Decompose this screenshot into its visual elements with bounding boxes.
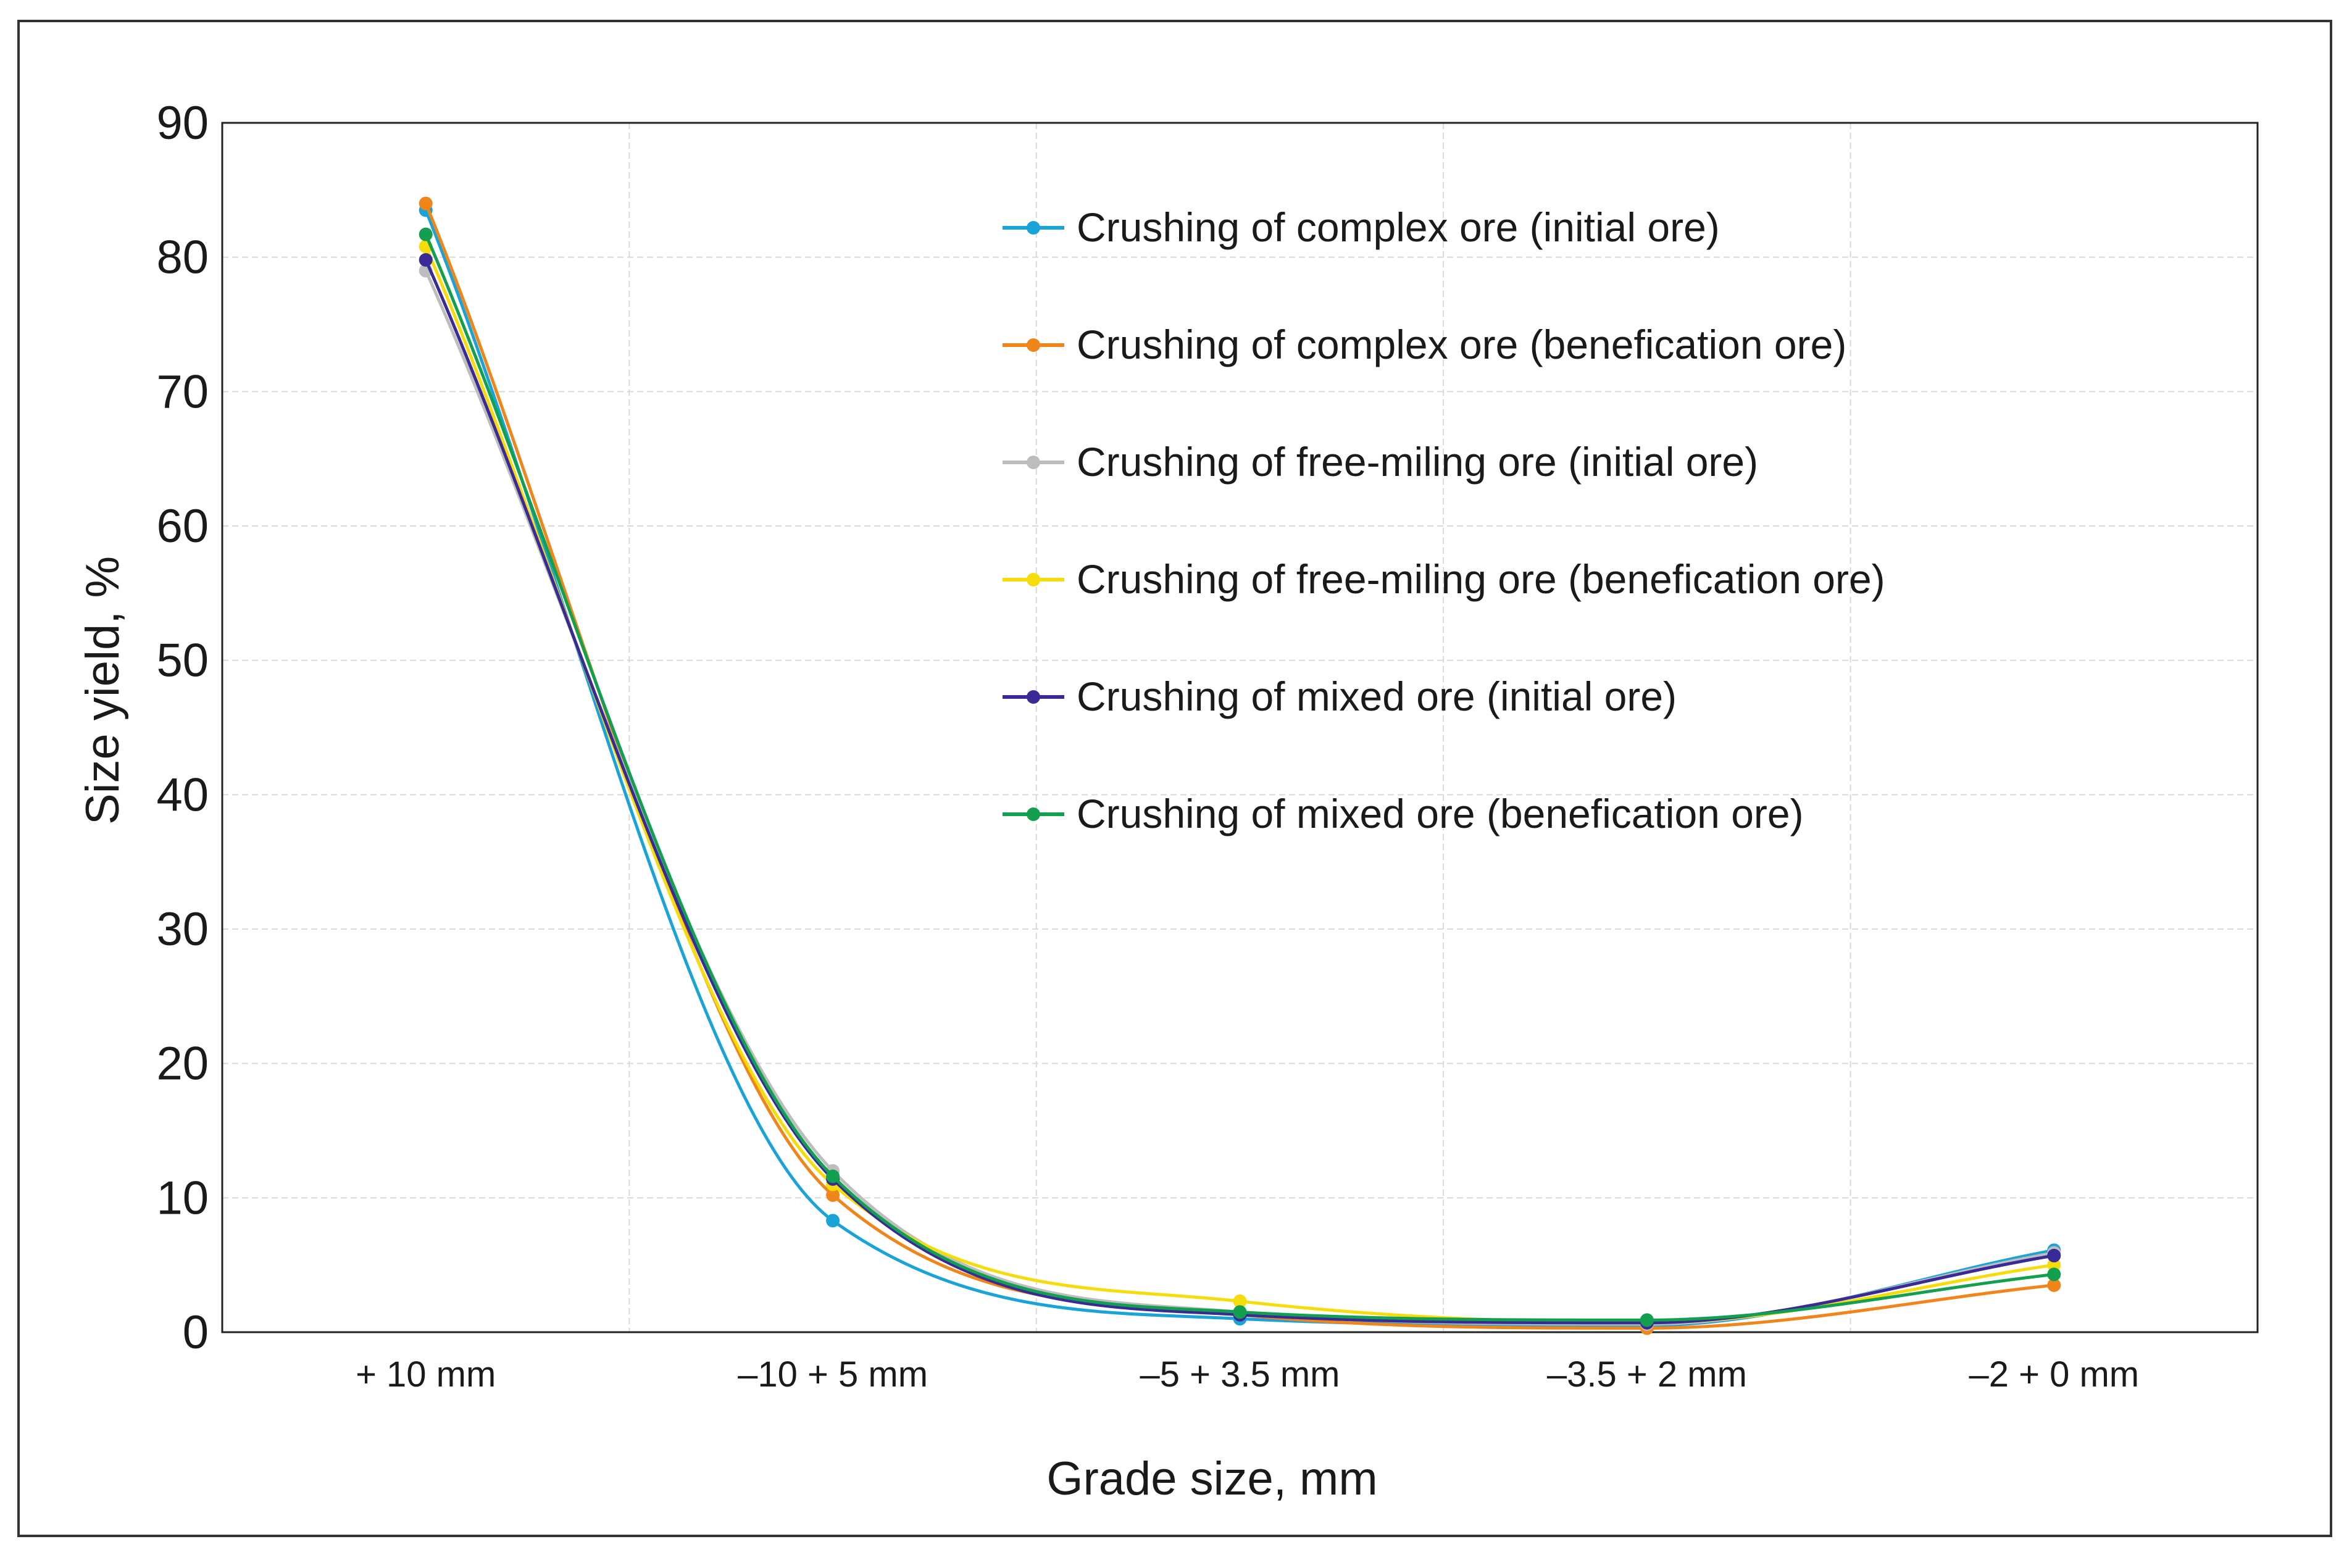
legend-marker bbox=[1027, 221, 1040, 235]
x-tick-label: –3.5 + 2 mm bbox=[1547, 1354, 1747, 1395]
data-point bbox=[2047, 1267, 2061, 1282]
series-line bbox=[424, 209, 2054, 1327]
series-1 bbox=[419, 203, 2061, 1333]
legend-label: Crushing of complex ore (initial ore) bbox=[1077, 204, 1720, 250]
x-axis: + 10 mm –10 + 5 mm –5 + 3.5 mm –3.5 + 2 mm –… bbox=[356, 1354, 2139, 1395]
legend-item: Crushing of free-miling ore (beneficatio… bbox=[1003, 556, 1885, 602]
y-tick-label: 80 bbox=[156, 231, 209, 284]
legend: Crushing of complex ore (initial ore) Cru… bbox=[1003, 204, 1885, 836]
data-point bbox=[2047, 1278, 2061, 1292]
legend-label: Crushing of free-miling ore (initial ore… bbox=[1077, 439, 1758, 485]
legend-label: Crushing of free-miling ore (beneficatio… bbox=[1077, 556, 1885, 602]
data-point bbox=[1640, 1313, 1654, 1327]
chart: 0 10 20 30 40 50 60 70 80 90 + 10 mm –10 + 5 mm –5 … bbox=[77, 97, 2259, 1505]
y-tick-label: 50 bbox=[156, 635, 209, 687]
y-tick-label: 40 bbox=[156, 769, 209, 821]
series-line bbox=[424, 202, 2054, 1330]
figure-frame: 0 10 20 30 40 50 60 70 80 90 + 10 mm –10 + 5 mm –5 … bbox=[17, 20, 2332, 1537]
legend-item: Crushing of free-miling ore (initial ore… bbox=[1003, 439, 1758, 485]
data-point bbox=[826, 1214, 840, 1228]
grid bbox=[222, 123, 2258, 1332]
legend-item: Crushing of mixed ore (initial ore) bbox=[1003, 673, 1677, 719]
x-tick-label: –5 + 3.5 mm bbox=[1140, 1354, 1340, 1395]
y-tick-label: 10 bbox=[156, 1172, 209, 1224]
x-tick-label: –2 + 0 mm bbox=[1969, 1354, 2139, 1395]
y-tick-label: 30 bbox=[156, 903, 209, 956]
series-line bbox=[424, 246, 2054, 1325]
y-tick-label: 60 bbox=[156, 500, 209, 553]
y-tick-label: 20 bbox=[156, 1038, 209, 1090]
y-tick-label: 70 bbox=[156, 365, 209, 418]
legend-label: Crushing of mixed ore (benefication ore) bbox=[1077, 791, 1804, 836]
data-point bbox=[826, 1188, 840, 1202]
series-4 bbox=[419, 240, 2061, 1330]
series-line bbox=[424, 233, 2054, 1322]
legend-label: Crushing of mixed ore (initial ore) bbox=[1077, 673, 1677, 719]
data-point bbox=[419, 196, 433, 211]
data-point bbox=[2047, 1258, 2061, 1272]
series-2 bbox=[419, 196, 2061, 1335]
legend-marker bbox=[1027, 338, 1040, 352]
data-point bbox=[419, 253, 433, 267]
y-tick-label: 0 bbox=[183, 1306, 209, 1359]
plot-area bbox=[221, 122, 2259, 1333]
series-layer bbox=[419, 196, 2061, 1335]
x-tick-label: + 10 mm bbox=[356, 1354, 496, 1395]
data-point bbox=[826, 1169, 840, 1183]
x-axis-label: Grade size, mm bbox=[1046, 1453, 1377, 1505]
data-point bbox=[2047, 1248, 2061, 1262]
y-axis-label: Size yield, % bbox=[77, 556, 129, 825]
legend-item: Crushing of complex ore (benefication or… bbox=[1003, 322, 1846, 367]
data-point bbox=[419, 227, 433, 241]
legend-item: Crushing of mixed ore (benefication ore) bbox=[1003, 791, 1804, 836]
y-axis: 0 10 20 30 40 50 60 70 80 90 bbox=[156, 97, 209, 1359]
legend-marker bbox=[1027, 807, 1040, 821]
x-tick-label: –10 + 5 mm bbox=[738, 1354, 928, 1395]
legend-label: Crushing of complex ore (benefication or… bbox=[1077, 322, 1846, 367]
data-point bbox=[1233, 1294, 1247, 1308]
data-point bbox=[1233, 1305, 1247, 1319]
legend-marker bbox=[1027, 690, 1040, 704]
legend-marker bbox=[1027, 573, 1040, 586]
y-tick-label: 90 bbox=[156, 97, 209, 149]
series-6 bbox=[419, 227, 2061, 1327]
legend-marker bbox=[1027, 456, 1040, 469]
legend-item: Crushing of complex ore (initial ore) bbox=[1003, 204, 1720, 250]
